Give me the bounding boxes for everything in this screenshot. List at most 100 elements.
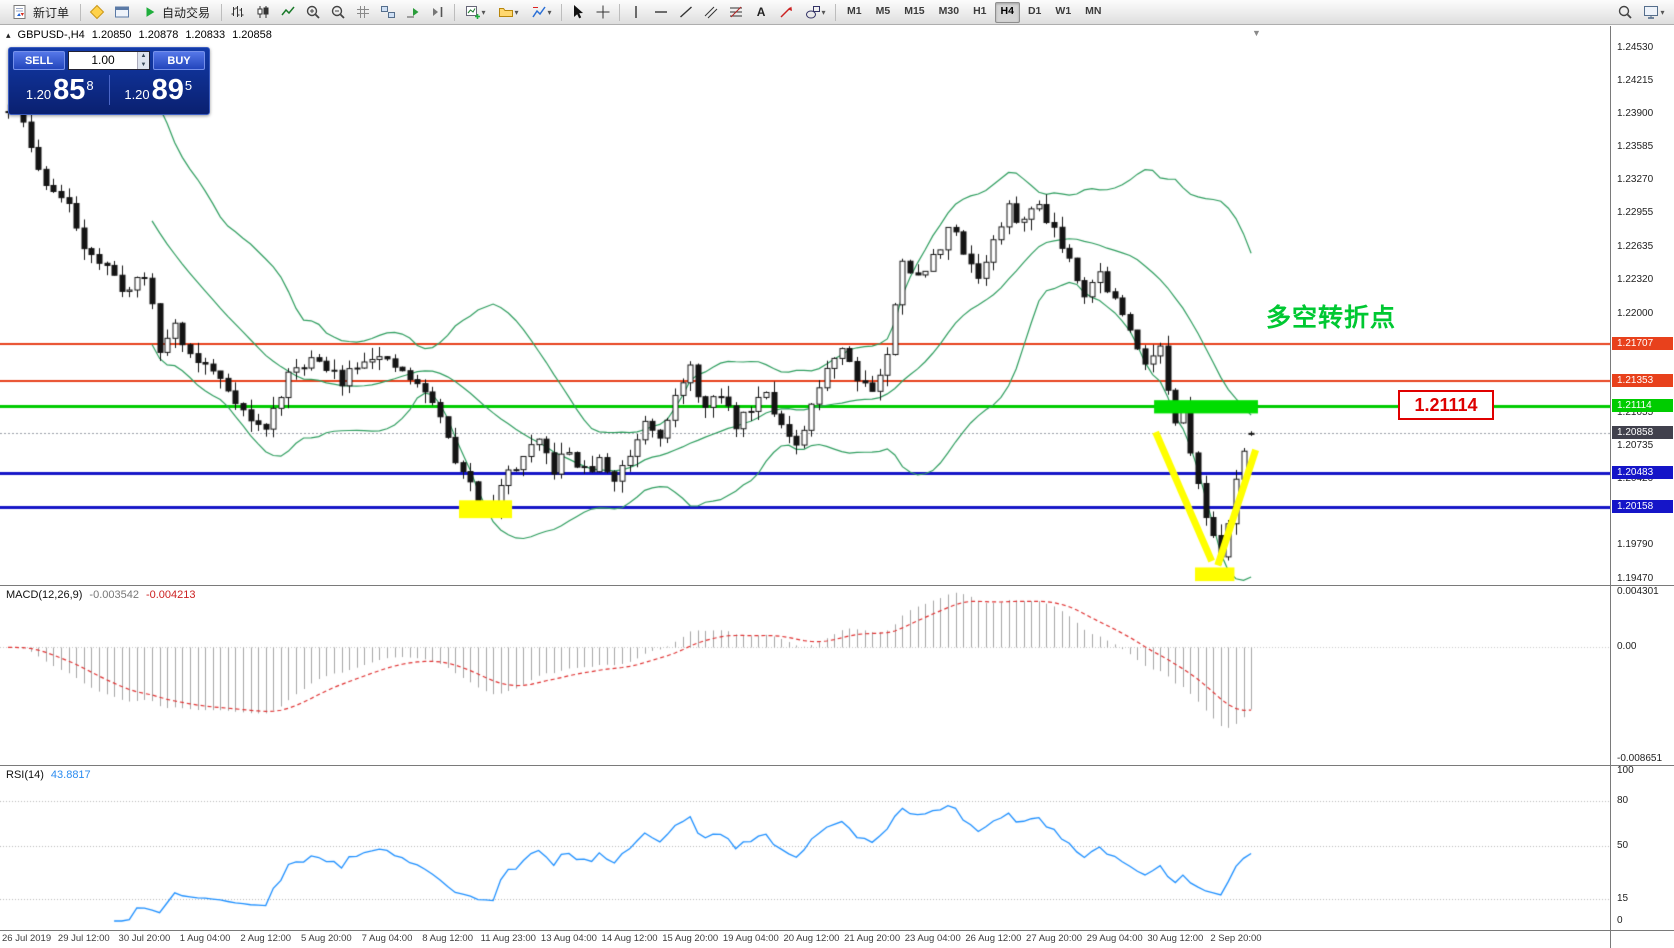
time-axis-label: 7 Aug 04:00	[361, 933, 413, 944]
crosshair-icon[interactable]	[591, 1, 615, 23]
indicators-dropdown[interactable]: ▾	[525, 1, 557, 23]
chevron-down-icon: ▾	[514, 7, 519, 17]
price-divider	[108, 75, 110, 105]
macd-scale-tick: 0.004301	[1617, 586, 1659, 597]
price-callout[interactable]: 1.21114	[1398, 390, 1494, 420]
line-chart-icon[interactable]	[276, 1, 300, 23]
sell-price[interactable]: 1.20 85 8	[11, 73, 109, 107]
timeframe-m5[interactable]: M5	[875, 4, 891, 17]
price-scale[interactable]: 1.24530 1.24215 1.23900 1.23585 1.23270 1.229…	[1611, 26, 1674, 930]
chart-shift-marker[interactable]: ▼	[1252, 28, 1261, 38]
timeframe-h1[interactable]: H1	[973, 4, 987, 17]
rsi-canvas[interactable]	[0, 766, 1610, 930]
macd-value-main: -0.003542	[89, 589, 139, 601]
profiles-dropdown[interactable]: ▾	[492, 1, 524, 23]
price-scale-tick: 1.20420	[1617, 473, 1654, 485]
time-axis-label: 2 Sep 20:00	[1210, 933, 1262, 944]
macd-name: MACD(12,26,9)	[6, 589, 83, 601]
sell-price-big: 85	[53, 74, 86, 106]
time-axis-label: 20 Aug 12:00	[783, 933, 840, 944]
turning-point-annotation[interactable]: 多空转折点	[1266, 304, 1397, 332]
fullscreen-windows-icon[interactable]: ▾	[1638, 1, 1670, 23]
buy-price-big: 89	[151, 74, 184, 106]
volume-spinner[interactable]: ▲ ▼	[137, 52, 149, 69]
auto-scroll-icon[interactable]	[401, 1, 425, 23]
volume-input[interactable]: 1.00 ▲ ▼	[68, 51, 150, 70]
zoom-out-icon[interactable]	[326, 1, 350, 23]
macd-label: MACD(12,26,9) -0.003542 -0.004213	[6, 589, 196, 601]
timeframe-m30[interactable]: M30	[938, 4, 960, 17]
sell-button[interactable]: SELL	[13, 51, 65, 70]
panel-separator[interactable]	[0, 585, 1674, 586]
text-tool-icon[interactable]: A	[756, 5, 766, 19]
main-chart-canvas[interactable]	[0, 26, 1610, 585]
timeframe-d1[interactable]: D1	[1027, 4, 1042, 17]
timeframe-m1[interactable]: M1	[847, 4, 862, 17]
price-scale-tick: 1.22320	[1617, 273, 1654, 285]
vertical-line-tool-icon[interactable]	[624, 1, 648, 23]
new-order-button[interactable]: 新订单	[4, 0, 76, 24]
spinner-up-icon[interactable]: ▲	[138, 52, 149, 61]
chart-shift-icon[interactable]	[426, 1, 450, 23]
tile-windows-icon[interactable]	[376, 1, 400, 23]
buy-price-small: 1.20	[124, 87, 150, 102]
timeframe-m15[interactable]: M15	[904, 4, 925, 17]
metaeditor-icon[interactable]	[85, 1, 109, 23]
trade-panel-prices: 1.20 85 8 1.20 89 5	[9, 70, 209, 110]
timeframe-w1[interactable]: W1	[1055, 4, 1072, 17]
spinner-down-icon[interactable]: ▼	[138, 60, 149, 69]
rsi-label: RSI(14) 43.8817	[6, 769, 91, 781]
bar-chart-icon[interactable]	[226, 1, 250, 23]
panel-separator[interactable]	[0, 765, 1674, 766]
buy-price[interactable]: 1.20 89 5	[110, 73, 208, 107]
shapes-dropdown[interactable]: ▾	[799, 1, 831, 23]
macd-scale-tick: 0.00	[1617, 641, 1637, 653]
buy-price-sup: 5	[184, 78, 193, 93]
new-chart-dropdown[interactable]: ▾	[459, 1, 491, 23]
time-axis-label: 27 Aug 20:00	[1026, 933, 1083, 944]
time-axis-label: 26 Aug 12:00	[965, 933, 1022, 944]
time-axis[interactable]: 26 Jul 2019 29 Jul 12:00 30 Jul 20:00 1 Aug…	[0, 931, 1674, 948]
terminal-icon[interactable]	[110, 1, 134, 23]
arrow-tool-icon[interactable]	[774, 1, 798, 23]
channel-tool-icon[interactable]	[699, 1, 723, 23]
toolbar-separator	[561, 3, 563, 21]
macd-scale-tick: -0.008651	[1617, 753, 1663, 764]
trendline-tool-icon[interactable]	[674, 1, 698, 23]
timeframe-mn[interactable]: MN	[1085, 4, 1102, 17]
sell-price-small: 1.20	[25, 87, 52, 102]
price-scale-tick: 1.19790	[1617, 539, 1654, 551]
price-scale-tick: 1.24215	[1617, 75, 1654, 87]
zoom-in-icon[interactable]	[301, 1, 325, 23]
timeframe-h4[interactable]: H4	[994, 1, 1020, 23]
macd-canvas[interactable]	[0, 586, 1610, 765]
panel-separator	[0, 930, 1674, 931]
candlestick-chart-icon[interactable]	[251, 1, 275, 23]
chevron-down-icon: ▾	[481, 7, 486, 17]
rsi-panel: RSI(14) 43.8817	[0, 766, 1610, 930]
price-scale-tick: 1.23585	[1617, 141, 1654, 153]
price-scale-tick: 1.24530	[1617, 42, 1654, 53]
autotrading-button[interactable]: 自动交易	[135, 0, 217, 24]
one-click-toggle-icon[interactable]: ▴	[6, 29, 11, 40]
time-axis-label: 13 Aug 04:00	[540, 933, 597, 944]
time-axis-label: 2 Aug 12:00	[240, 933, 292, 944]
price-level-tag: 1.21707	[1612, 337, 1673, 351]
horizontal-line-tool-icon[interactable]	[649, 1, 673, 23]
toolbar-separator	[454, 3, 456, 21]
volume-value: 1.00	[91, 53, 115, 67]
search-icon[interactable]	[1613, 1, 1637, 23]
new-order-label: 新订单	[33, 5, 70, 20]
cursor-icon[interactable]	[566, 1, 590, 23]
chevron-down-icon: ▾	[821, 7, 826, 17]
buy-button[interactable]: BUY	[153, 51, 205, 70]
sell-price-sup: 8	[86, 78, 94, 93]
toolbar-separator	[80, 3, 82, 21]
fibonacci-tool-icon[interactable]	[724, 1, 748, 23]
price-scale-tick: 1.20735	[1617, 440, 1654, 452]
grid-icon[interactable]	[351, 1, 375, 23]
autotrade-label: 自动交易	[162, 5, 211, 20]
symbol-name: GBPUSD-,H4	[17, 29, 85, 41]
main-chart-panel: ▴ GBPUSD-,H4 1.20850 1.20878 1.20833 1.2…	[0, 26, 1610, 585]
